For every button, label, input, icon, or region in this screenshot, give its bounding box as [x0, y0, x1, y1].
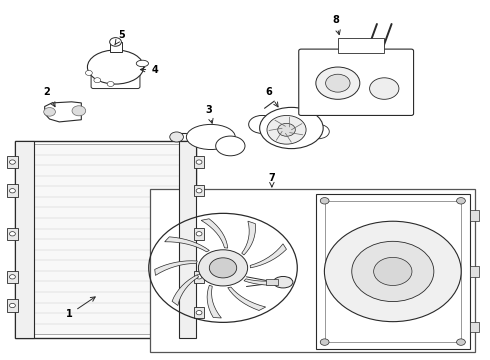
Ellipse shape [248, 116, 275, 134]
Bar [7, 156, 18, 168]
Text: 7: 7 [269, 173, 275, 187]
Text: 1: 1 [66, 297, 95, 319]
Polygon shape [250, 244, 287, 268]
Circle shape [110, 38, 122, 46]
Bar [194, 185, 204, 197]
Circle shape [326, 74, 350, 92]
Bar [7, 271, 18, 283]
Bar [34, 144, 179, 334]
Ellipse shape [273, 276, 293, 288]
Bar [7, 184, 18, 197]
Polygon shape [201, 219, 228, 248]
Bar [194, 307, 204, 319]
Bar [266, 279, 278, 285]
Circle shape [198, 250, 247, 286]
Bar [15, 140, 34, 338]
Text: 5: 5 [115, 30, 125, 45]
Bar [15, 140, 196, 338]
Circle shape [457, 198, 465, 204]
Ellipse shape [307, 125, 329, 139]
Text: 2: 2 [44, 87, 55, 107]
Bar [470, 321, 479, 332]
Polygon shape [207, 285, 221, 318]
Circle shape [196, 275, 202, 279]
Circle shape [320, 339, 329, 345]
FancyBboxPatch shape [91, 65, 140, 89]
Circle shape [320, 198, 329, 204]
Text: 6: 6 [265, 87, 278, 107]
Bar [338, 39, 384, 53]
Bar [470, 211, 479, 221]
Polygon shape [244, 278, 290, 285]
Circle shape [9, 275, 15, 279]
Ellipse shape [186, 125, 235, 149]
Circle shape [107, 81, 114, 86]
Circle shape [196, 189, 202, 193]
FancyBboxPatch shape [299, 49, 414, 116]
Bar [470, 266, 479, 277]
Bar [325, 201, 461, 342]
Polygon shape [45, 102, 81, 122]
Ellipse shape [87, 50, 144, 84]
Bar [7, 299, 18, 312]
Circle shape [196, 311, 202, 315]
Circle shape [209, 258, 237, 278]
Circle shape [369, 78, 399, 99]
Circle shape [316, 67, 360, 99]
Circle shape [324, 221, 461, 321]
Circle shape [9, 160, 15, 164]
Ellipse shape [260, 107, 323, 149]
Bar [7, 228, 18, 240]
Circle shape [94, 78, 101, 83]
Circle shape [44, 108, 55, 116]
Circle shape [170, 132, 183, 142]
Circle shape [278, 123, 295, 136]
Circle shape [457, 339, 465, 345]
Circle shape [352, 241, 434, 302]
Ellipse shape [136, 60, 148, 67]
Circle shape [267, 116, 306, 144]
Text: 3: 3 [205, 105, 213, 123]
Circle shape [9, 231, 15, 236]
Circle shape [72, 106, 86, 116]
Bar [316, 194, 470, 348]
Polygon shape [172, 275, 198, 306]
Bar [110, 42, 122, 52]
Ellipse shape [216, 136, 245, 156]
Polygon shape [242, 221, 255, 255]
Polygon shape [155, 261, 197, 275]
Circle shape [85, 71, 92, 76]
Bar [194, 271, 204, 283]
Bar [194, 228, 204, 239]
Circle shape [374, 257, 412, 285]
Text: 8: 8 [332, 15, 340, 35]
Bar [179, 140, 196, 338]
Polygon shape [165, 237, 209, 252]
Circle shape [196, 160, 202, 164]
Circle shape [9, 303, 15, 308]
Circle shape [196, 231, 202, 236]
Polygon shape [228, 287, 266, 310]
Bar [150, 189, 475, 352]
Circle shape [9, 189, 15, 193]
Text: 4: 4 [141, 64, 158, 75]
Bar [194, 156, 204, 168]
